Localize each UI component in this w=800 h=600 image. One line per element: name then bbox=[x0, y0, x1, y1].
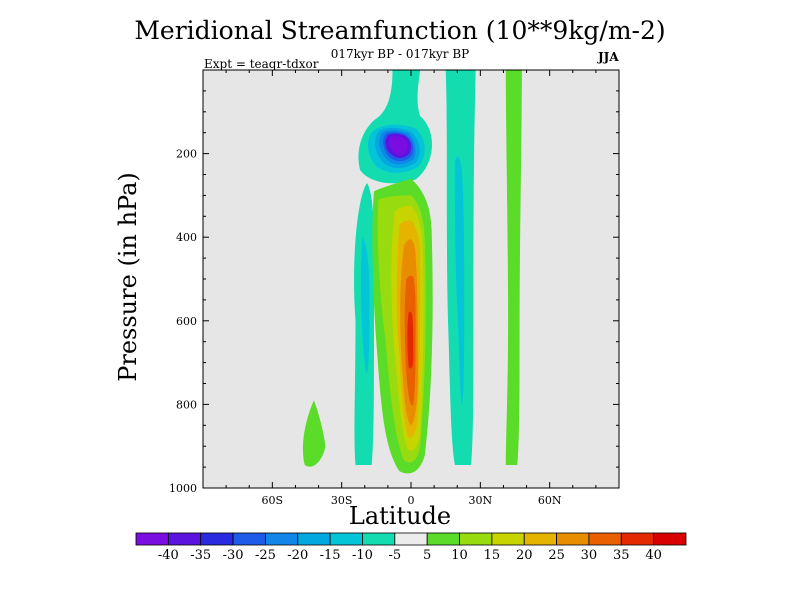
colorbar-label: -40 bbox=[158, 548, 179, 563]
colorbar-swatch bbox=[232, 532, 266, 546]
colorbar-swatch bbox=[459, 532, 493, 546]
x-axis-label: Latitude bbox=[348, 502, 452, 530]
colorbar: -40 -35 -30 -25 -20 -15 -10 -5 5 10 15 20 25 30 35 40 bbox=[135, 532, 687, 563]
contour-fills bbox=[302, 70, 522, 474]
y-tick-label: 600 bbox=[176, 315, 197, 328]
colorbar-swatch bbox=[329, 532, 363, 546]
colorbar-swatch bbox=[426, 532, 460, 546]
colorbar-swatch bbox=[297, 532, 331, 546]
colorbar-label: -15 bbox=[320, 548, 341, 563]
contour-region-2 bbox=[302, 400, 326, 467]
colorbar-swatch bbox=[620, 532, 655, 546]
colorbar-swatch bbox=[362, 532, 396, 546]
colorbar-label: -10 bbox=[352, 548, 373, 563]
y-tick-label: 800 bbox=[176, 398, 197, 411]
colorbar-label: 25 bbox=[548, 548, 565, 563]
colorbar-swatch bbox=[523, 532, 557, 546]
colorbar-label: 20 bbox=[516, 548, 533, 563]
colorbar-label: 15 bbox=[484, 548, 501, 563]
colorbar-swatch bbox=[265, 532, 299, 546]
y-tick-label: 400 bbox=[176, 231, 197, 244]
colorbar-swatch bbox=[135, 532, 169, 546]
colorbar-label: -20 bbox=[287, 548, 308, 563]
colorbar-label: 10 bbox=[451, 548, 468, 563]
colorbar-label: -30 bbox=[223, 548, 244, 563]
contour-region-9 bbox=[389, 136, 408, 155]
x-tick-label: 30N bbox=[469, 494, 493, 507]
colorbar-label: -5 bbox=[388, 548, 401, 563]
season-label: JJA bbox=[598, 50, 619, 64]
x-tick-label: 30S bbox=[331, 494, 353, 507]
colorbar-label: 30 bbox=[581, 548, 598, 563]
y-tick-label: 200 bbox=[176, 148, 197, 161]
contour-region-1 bbox=[360, 237, 370, 373]
contour-region-18 bbox=[454, 156, 465, 405]
colorbar-label: 40 bbox=[645, 548, 662, 563]
colorbar-swatch bbox=[200, 532, 234, 546]
colorbar-label: -25 bbox=[255, 548, 276, 563]
colorbar-swatch bbox=[394, 532, 428, 546]
y-axis-ticks: 200 400 600 800 1000 bbox=[169, 69, 619, 495]
contour-region-16 bbox=[407, 311, 414, 369]
colorbar-label: -35 bbox=[190, 548, 211, 563]
colorbar-swatch bbox=[653, 532, 687, 546]
chart-subtitle: 017kyr BP - 017kyr BP bbox=[330, 47, 470, 61]
x-axis-ticks: 60S 30S 0 30N 60N bbox=[202, 70, 620, 507]
y-tick-label: 1000 bbox=[169, 482, 197, 495]
colorbar-swatch bbox=[588, 532, 622, 546]
colorbar-swatch bbox=[491, 532, 525, 546]
x-tick-label: 0 bbox=[408, 494, 415, 507]
colorbar-label: 35 bbox=[613, 548, 630, 563]
colorbar-swatch bbox=[167, 532, 202, 546]
contour-region-19 bbox=[505, 70, 522, 465]
x-tick-label: 60S bbox=[262, 494, 284, 507]
colorbar-swatch bbox=[556, 532, 590, 546]
x-tick-label: 60N bbox=[538, 494, 562, 507]
chart-title: Meridional Streamfunction (10**9kg/m-2) bbox=[134, 16, 666, 45]
colorbar-label: 5 bbox=[423, 548, 431, 563]
experiment-label: Expt = teaqr-tdxor bbox=[204, 57, 319, 71]
